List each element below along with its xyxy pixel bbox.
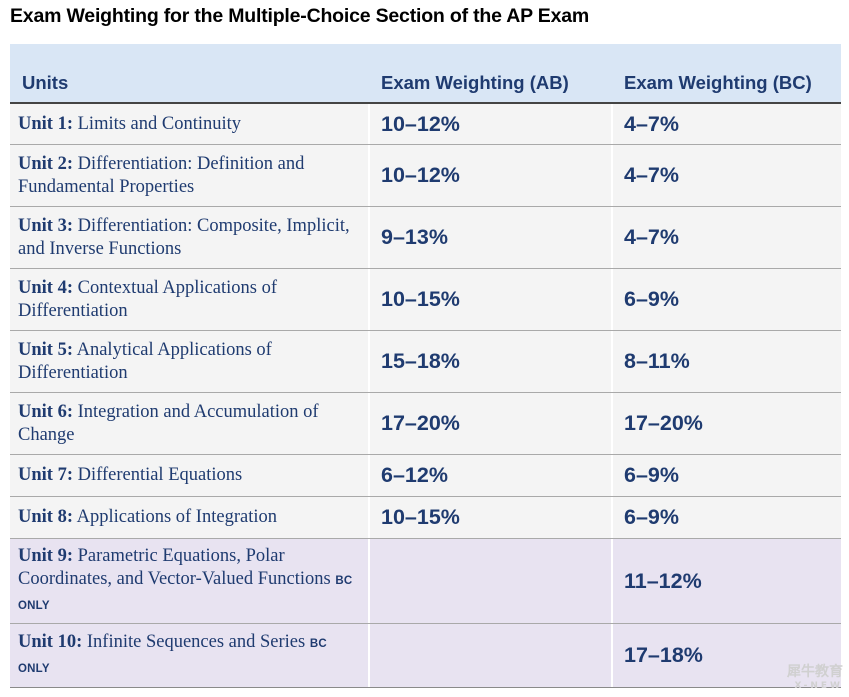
- bc-weight: 11–12%: [624, 568, 702, 593]
- bc-weight: 6–9%: [624, 505, 679, 529]
- bc-weight: 6–9%: [624, 287, 679, 311]
- unit-name: Contextual Applications of Differentiati…: [18, 277, 277, 321]
- header-bc: Exam Weighting (BC): [624, 72, 812, 93]
- ab-weight: [370, 539, 613, 623]
- unit-cell: Unit 1: Limits and Continuity: [10, 104, 370, 144]
- table-row: Unit 2: Differentiation: Definition and …: [10, 144, 841, 206]
- unit-cell: Unit 2: Differentiation: Definition and …: [10, 145, 370, 206]
- unit-number: Unit 3:: [18, 215, 73, 236]
- unit-name: Integration and Accumulation of Change: [18, 401, 319, 445]
- table-row: Unit 9: Parametric Equations, Polar Coor…: [10, 538, 841, 623]
- bc-weight: 17–20%: [624, 411, 703, 435]
- unit-number: Unit 6:: [18, 401, 73, 422]
- table-row: Unit 3: Differentiation: Composite, Impl…: [10, 206, 841, 268]
- unit-cell: Unit 10: Infinite Sequences and Series B…: [10, 624, 370, 687]
- ab-weight: 10–15%: [370, 269, 613, 330]
- bc-weight: 17–18%: [624, 643, 703, 667]
- ab-weight: 6–12%: [370, 455, 613, 496]
- unit-name: Limits and Continuity: [77, 113, 242, 134]
- table-row: Unit 7: Differential Equations 6–12% 6–9…: [10, 454, 841, 496]
- table-row: Unit 4: Contextual Applications of Diffe…: [10, 268, 841, 330]
- unit-number: Unit 8:: [18, 507, 73, 527]
- unit-cell: Unit 6: Integration and Accumulation of …: [10, 393, 370, 454]
- ab-weight: 9–13%: [370, 207, 613, 268]
- unit-name: Applications of Integration: [76, 507, 277, 527]
- unit-number: Unit 2:: [18, 153, 73, 174]
- ab-weight: 15–18%: [370, 331, 613, 392]
- page-title: Exam Weighting for the Multiple-Choice S…: [10, 5, 590, 27]
- bc-only-badge: BC ONLY: [18, 637, 327, 675]
- unit-name: Infinite Sequences and Series: [86, 631, 306, 652]
- bc-weight: 4–7%: [624, 111, 679, 136]
- table-row: Unit 10: Infinite Sequences and Series B…: [10, 623, 841, 687]
- unit-number: Unit 5:: [18, 339, 73, 360]
- unit-cell: Unit 8: Applications of Integration: [10, 497, 370, 538]
- ab-weight: 17–20%: [370, 393, 613, 454]
- table-row: Unit 1: Limits and Continuity 10–12% 4–7…: [10, 104, 841, 144]
- unit-number: Unit 1:: [18, 113, 73, 134]
- exam-weighting-table: Units Exam Weighting (AB) Exam Weighting…: [10, 44, 841, 688]
- unit-name: Differential Equations: [77, 465, 243, 485]
- table-row: Unit 6: Integration and Accumulation of …: [10, 392, 841, 454]
- bc-weight: 6–9%: [624, 463, 679, 487]
- unit-number: Unit 7:: [18, 465, 73, 485]
- unit-cell: Unit 7: Differential Equations: [10, 455, 370, 496]
- table-row: Unit 8: Applications of Integration 10–1…: [10, 496, 841, 538]
- unit-name: Analytical Applications of Differentiati…: [18, 339, 272, 383]
- unit-cell: Unit 5: Analytical Applications of Diffe…: [10, 331, 370, 392]
- bc-only-badge: BC ONLY: [18, 574, 353, 612]
- ab-weight: 10–12%: [370, 104, 613, 144]
- unit-cell: Unit 3: Differentiation: Composite, Impl…: [10, 207, 370, 268]
- unit-number: Unit 4:: [18, 277, 73, 298]
- unit-cell: Unit 4: Contextual Applications of Diffe…: [10, 269, 370, 330]
- ab-weight: 10–15%: [370, 497, 613, 538]
- watermark-sub: X-NEW: [794, 681, 843, 691]
- bc-weight: 4–7%: [624, 225, 679, 249]
- unit-name: Differentiation: Composite, Implicit, an…: [18, 215, 350, 259]
- header-ab: Exam Weighting (AB): [381, 72, 569, 93]
- table-header: Units Exam Weighting (AB) Exam Weighting…: [10, 44, 841, 104]
- bc-weight: 8–11%: [624, 349, 690, 373]
- watermark-text: 犀牛教育: [787, 664, 843, 680]
- unit-number: Unit 10:: [18, 631, 83, 652]
- ab-weight: 10–12%: [370, 145, 613, 206]
- unit-cell: Unit 9: Parametric Equations, Polar Coor…: [10, 539, 370, 623]
- unit-name: Parametric Equations, Polar Coordinates,…: [18, 545, 331, 589]
- watermark: 犀牛教育 X-NEW: [787, 665, 843, 693]
- table-row: Unit 5: Analytical Applications of Diffe…: [10, 330, 841, 392]
- bc-weight: 4–7%: [624, 163, 679, 187]
- header-units: Units: [22, 72, 69, 93]
- ab-weight: [370, 624, 613, 687]
- unit-number: Unit 9:: [18, 545, 73, 566]
- unit-name: Differentiation: Definition and Fundamen…: [18, 153, 305, 197]
